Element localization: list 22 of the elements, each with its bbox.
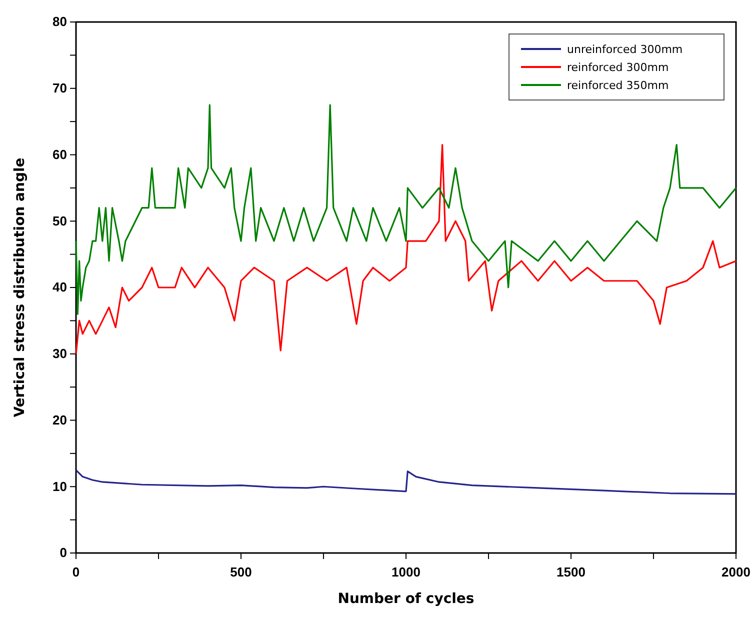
y-tick-label: 40 <box>52 280 67 295</box>
y-tick-label: 20 <box>52 412 67 428</box>
line-series <box>75 469 737 495</box>
y-tick-label: 10 <box>52 478 67 494</box>
x-tick-label: 1500 <box>556 564 586 580</box>
line-series <box>75 144 737 355</box>
x-tick-label: 2000 <box>722 564 750 580</box>
y-tick-label: 0 <box>60 545 67 560</box>
x-axis-title: Number of cycles <box>338 591 474 607</box>
y-tick-label: 30 <box>52 346 67 362</box>
x-tick-label: 500 <box>230 564 252 580</box>
legend-label: reinforced 350mm <box>567 79 669 92</box>
y-tick-label: 60 <box>52 146 67 162</box>
legend-label: reinforced 300mm <box>567 61 669 74</box>
x-tick-label: 1000 <box>392 564 420 580</box>
legend-label: unreinforced 300mm <box>567 43 683 56</box>
line-series <box>75 104 737 315</box>
y-axis-title: Vertical stress distribution angle <box>12 158 28 418</box>
y-tick-label: 70 <box>52 80 67 96</box>
y-tick-label: 80 <box>52 14 67 30</box>
y-tick-label: 50 <box>52 213 67 228</box>
x-tick-label: 0 <box>72 564 80 580</box>
